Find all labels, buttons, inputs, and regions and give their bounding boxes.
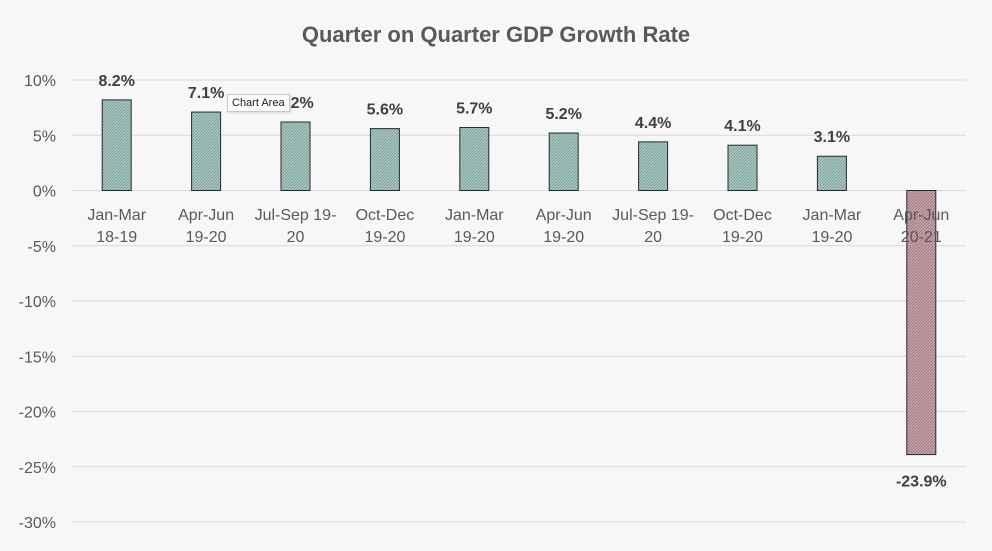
bar xyxy=(280,121,311,191)
x-tick-label: Jan-Mar 18-19 xyxy=(87,207,146,246)
chart-title: Quarter on Quarter GDP Growth Rate xyxy=(302,22,690,47)
x-tick-label: Apr-Jun 19-20 xyxy=(178,207,234,246)
x-tick-label: Jul-Sep 19-20 xyxy=(255,207,337,246)
x-axis-ticks: Jan-Mar 18-19 Apr-Jun 19-20 Jul-Sep 19-20 Oct… xyxy=(87,207,949,246)
y-tick-label: -10% xyxy=(19,294,56,311)
data-label: 4.1% xyxy=(724,118,760,135)
y-tick-label: -25% xyxy=(19,460,56,477)
y-tick-label: -5% xyxy=(28,239,56,256)
bar xyxy=(369,128,400,191)
bar xyxy=(906,190,937,456)
bar xyxy=(548,132,579,191)
data-label: 5.2% xyxy=(545,106,581,123)
x-tick-label: Apr-Jun 20-21 xyxy=(893,207,949,246)
bar xyxy=(101,99,132,191)
bar xyxy=(459,127,490,191)
x-tick-label: Jul-Sep 19-20 xyxy=(612,207,694,246)
y-tick-label: 10% xyxy=(24,73,56,90)
x-tick-label: Oct-Dec 19-20 xyxy=(356,207,415,246)
y-tick-label: -15% xyxy=(19,349,56,366)
bar xyxy=(191,111,222,191)
x-tick-label: Jan-Mar 19-20 xyxy=(445,207,504,246)
y-tick-label: 0% xyxy=(33,184,56,201)
x-tick-label: Jan-Mar 19-20 xyxy=(803,207,862,246)
y-tick-label: 5% xyxy=(33,128,56,145)
y-tick-label: -30% xyxy=(19,515,56,532)
y-axis-ticks: 10% 5% 0% -5% -10% -15% -20% -25% -30% xyxy=(19,73,56,532)
data-label: -23.9% xyxy=(896,474,947,491)
bar xyxy=(816,155,847,191)
data-label: 5.7% xyxy=(456,101,492,118)
data-label: 3.1% xyxy=(814,129,850,146)
data-label: 7.1% xyxy=(188,85,224,102)
y-tick-label: -20% xyxy=(19,405,56,422)
bar xyxy=(727,144,758,192)
data-label: 5.6% xyxy=(367,102,403,119)
chart-area-tooltip: Chart Area xyxy=(227,94,290,112)
data-label: 8.2% xyxy=(98,73,134,90)
data-label: 4.4% xyxy=(635,115,671,132)
bars xyxy=(101,99,937,456)
data-labels: 8.2%7.1%6.2% 5.6% 5.7% 5.2%4.4% 4.1%3.1%-23.… xyxy=(98,73,946,491)
x-tick-label: Apr-Jun 19-20 xyxy=(536,207,592,246)
bar xyxy=(638,141,669,192)
x-tick-label: Oct-Dec 19-20 xyxy=(713,207,772,246)
